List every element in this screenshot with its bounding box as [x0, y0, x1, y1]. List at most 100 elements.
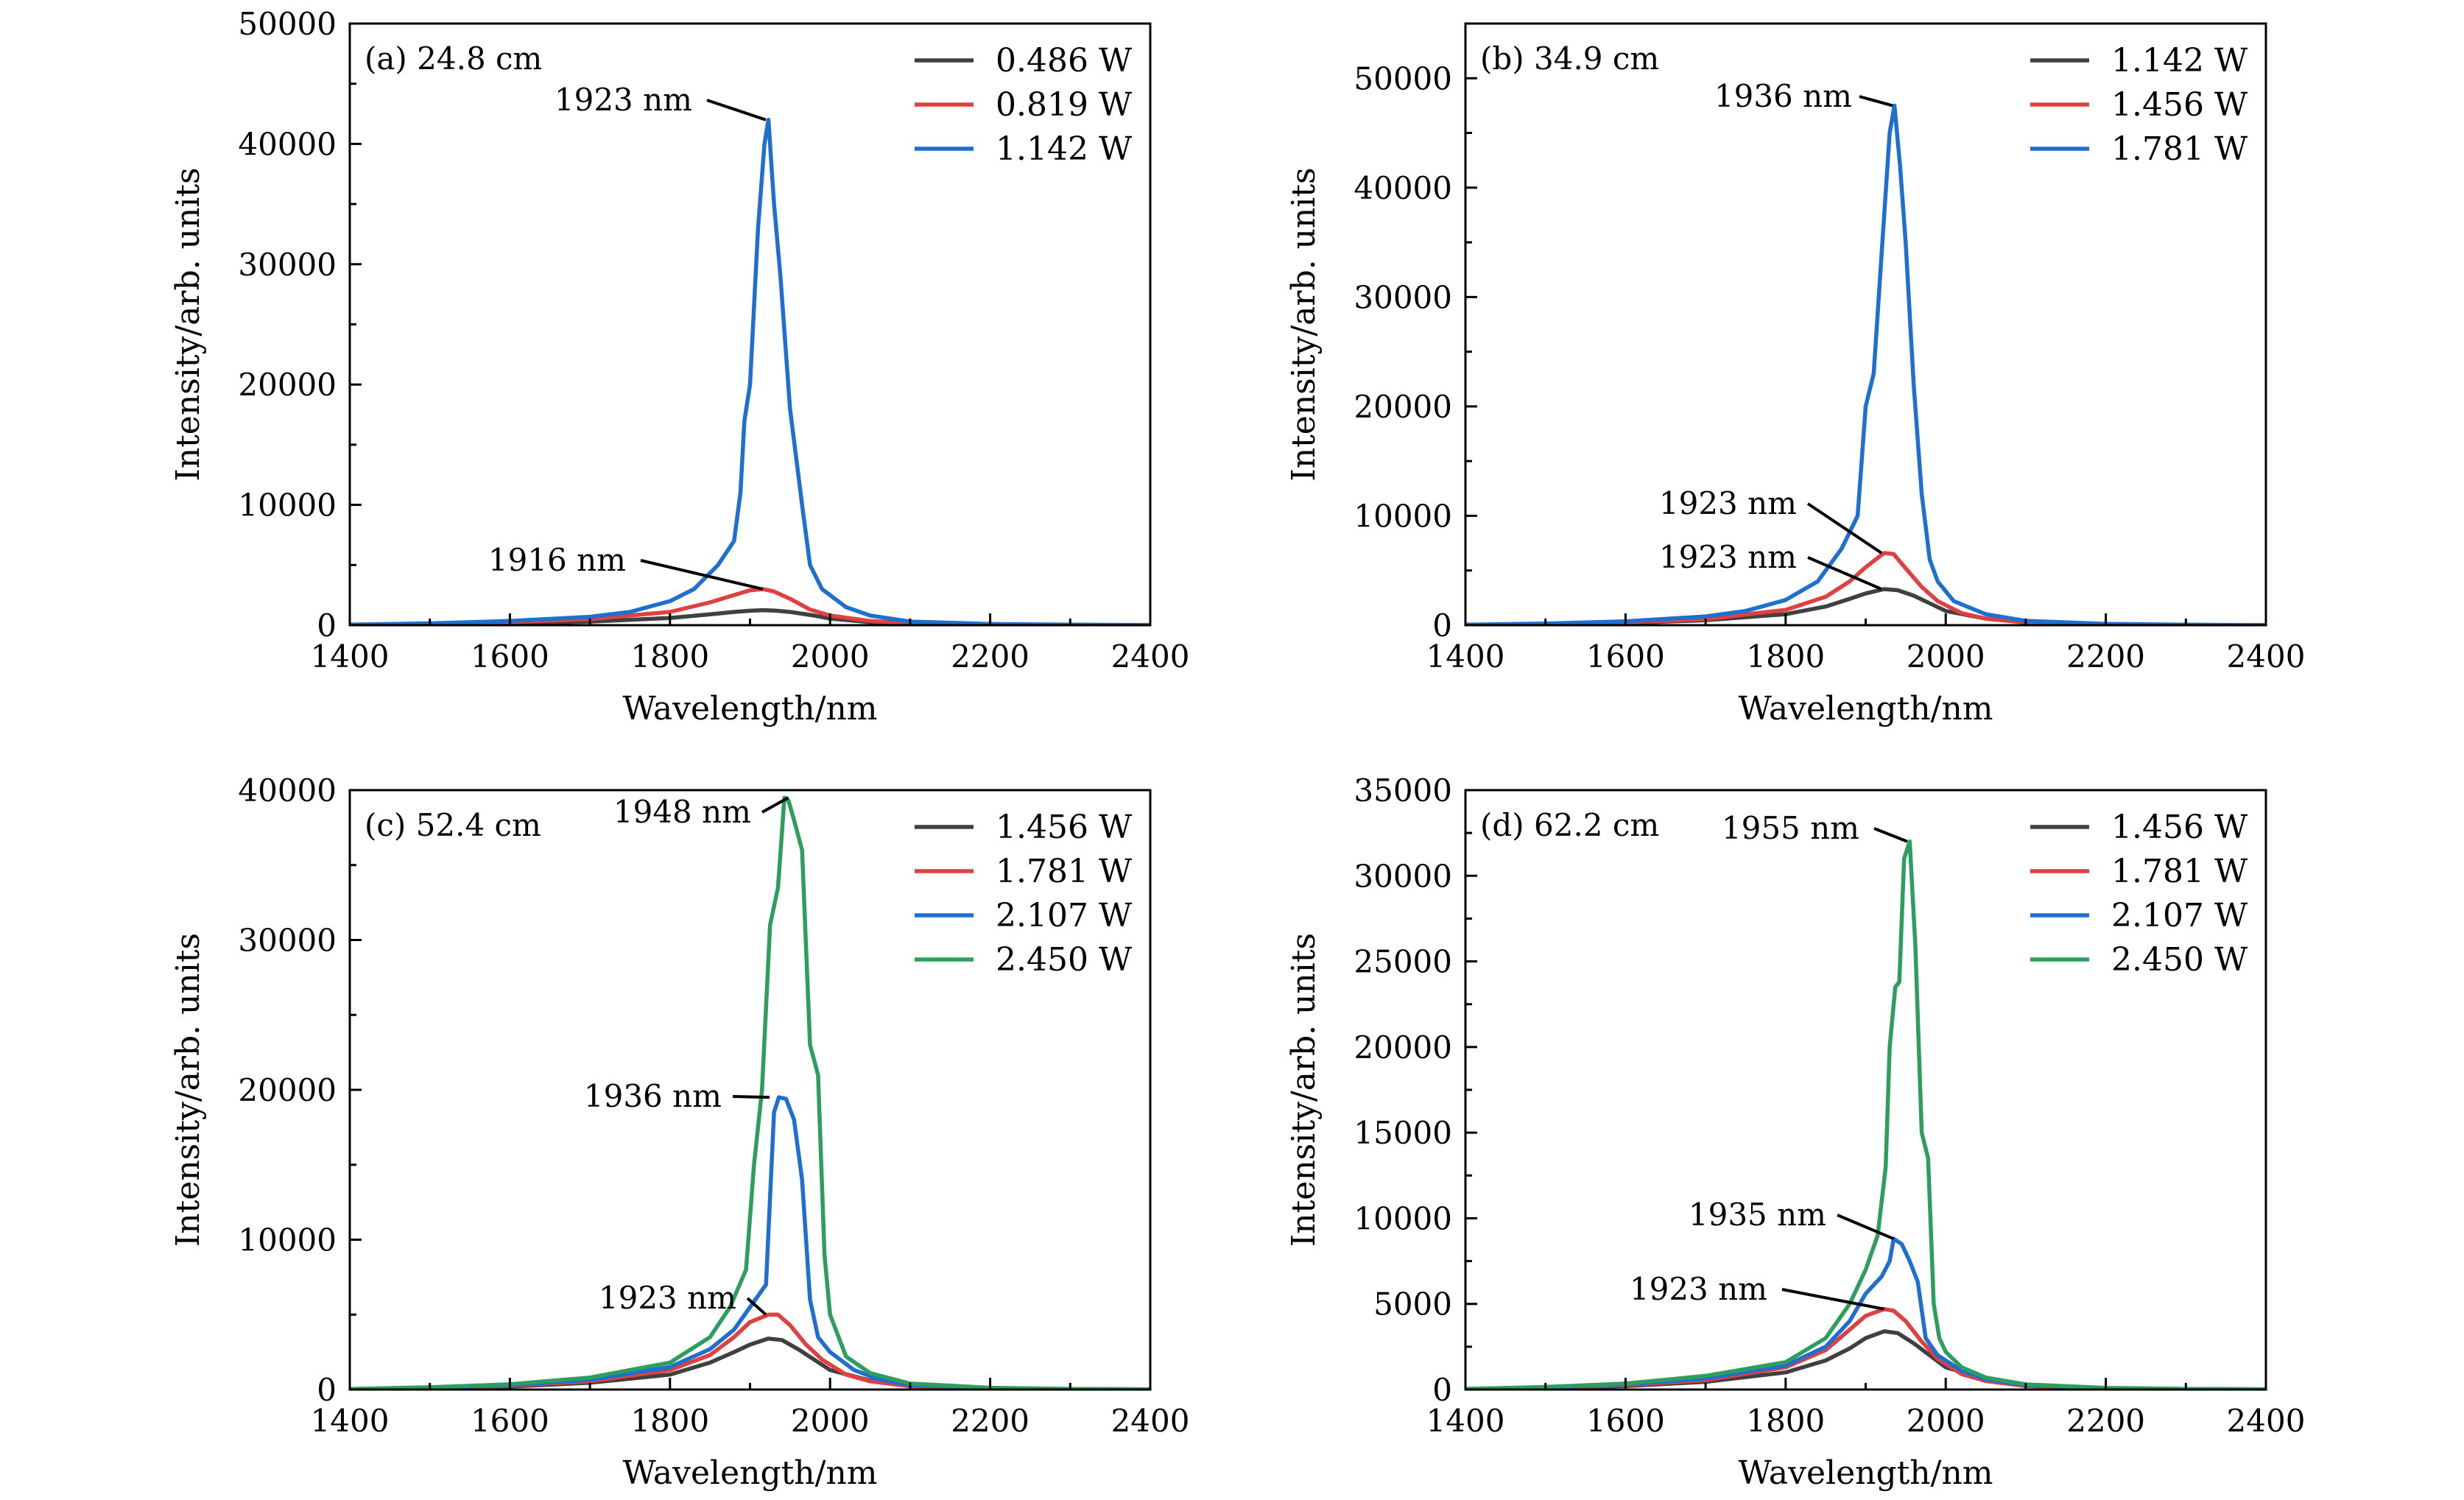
y-tick-label: 30000	[1354, 858, 1452, 894]
y-axis-title: Intensity/arb. units	[169, 167, 207, 481]
y-tick-label: 50000	[238, 6, 337, 42]
legend-label: 1.781 W	[2111, 853, 2248, 890]
annotation-leader	[1873, 827, 1908, 843]
annotation-leader	[1806, 502, 1883, 554]
y-tick-label: 10000	[1354, 1200, 1452, 1236]
x-tick-label: 2200	[951, 1403, 1029, 1439]
y-tick-label: 40000	[238, 772, 337, 809]
series-line-4	[1465, 839, 2266, 1390]
peak-annotation: 1936 nm	[1714, 78, 1852, 114]
x-axis-title: Wavelength/nm	[1738, 690, 1993, 728]
y-tick-label: 0	[317, 1372, 337, 1408]
peak-annotation: 1923 nm	[555, 82, 692, 118]
series-line-3	[350, 1095, 1150, 1390]
series-line-1	[350, 1337, 1150, 1390]
y-axis-title: Intensity/arb. units	[169, 933, 207, 1247]
peak-annotation: 1935 nm	[1689, 1197, 1826, 1233]
annotation-leader	[732, 1095, 770, 1099]
peak-annotation: 1916 nm	[488, 542, 626, 578]
y-axis-title: Intensity/arb. units	[1285, 167, 1323, 481]
x-tick-label: 2000	[1907, 638, 1985, 675]
x-tick-label: 2400	[2227, 638, 2306, 675]
x-tick-label: 2000	[791, 1403, 870, 1439]
x-tick-label: 1800	[630, 1403, 709, 1439]
x-tick-label: 2000	[1907, 1403, 1985, 1439]
peak-annotation: 1923 nm	[1659, 485, 1797, 521]
x-tick-label: 2000	[791, 638, 870, 675]
legend-label: 1.142 W	[996, 130, 1133, 168]
y-tick-label: 25000	[1354, 944, 1452, 980]
x-tick-label: 1600	[471, 1403, 549, 1439]
peak-annotation: 1923 nm	[1630, 1271, 1767, 1307]
y-tick-label: 10000	[238, 487, 337, 524]
x-tick-label: 1400	[1426, 638, 1505, 675]
peak-annotation: 1955 nm	[1722, 810, 1859, 846]
legend-label: 1.456 W	[996, 809, 1133, 846]
y-axis-title: Intensity/arb. units	[1285, 933, 1323, 1247]
x-tick-label: 1400	[311, 1403, 390, 1439]
x-tick-label: 1800	[1746, 1403, 1825, 1439]
peak-annotation: 1936 nm	[584, 1078, 722, 1114]
legend-label: 1.456 W	[2111, 809, 2248, 846]
series-line-2	[350, 1312, 1150, 1390]
x-tick-label: 1800	[630, 638, 709, 675]
y-tick-label: 10000	[1354, 498, 1452, 534]
series-line-1	[1465, 1329, 2266, 1390]
panel-label: (d) 62.2 cm	[1480, 807, 1659, 843]
annotation-leader	[706, 99, 767, 122]
y-tick-label: 0	[1432, 1372, 1452, 1408]
annotation-leader	[761, 796, 789, 814]
y-tick-label: 0	[1432, 608, 1452, 644]
y-tick-label: 30000	[238, 923, 337, 959]
legend-label: 2.450 W	[2111, 941, 2248, 979]
x-tick-label: 1400	[1426, 1403, 1505, 1439]
annotation-leader	[1837, 1214, 1895, 1241]
panel-label: (a) 24.8 cm	[365, 41, 542, 77]
series-line-3	[1465, 103, 2266, 625]
chart-panel-2: 1400 1600 1800 2000 2200 2400 0 10000 20000 30000…	[1285, 22, 2306, 728]
x-tick-label: 1800	[1746, 638, 1825, 675]
x-tick-label: 1400	[311, 638, 390, 675]
peak-annotation: 1923 nm	[599, 1280, 736, 1316]
peak-annotation: 1923 nm	[1659, 539, 1797, 575]
y-tick-label: 20000	[1354, 389, 1452, 425]
legend: 1.456 W 1.781 W 2.107 W 2.450 W	[915, 809, 1133, 979]
annotation-leader	[1781, 1288, 1884, 1311]
y-tick-label: 35000	[1354, 772, 1452, 809]
series-line-2	[1465, 1306, 2266, 1390]
y-tick-label: 15000	[1354, 1115, 1452, 1151]
panel-label: (b) 34.9 cm	[1480, 41, 1659, 77]
y-tick-label: 10000	[238, 1222, 337, 1258]
x-tick-label: 2200	[951, 638, 1029, 675]
x-tick-label: 1600	[1586, 638, 1665, 675]
legend-label: 2.107 W	[996, 897, 1133, 934]
y-tick-label: 20000	[238, 367, 337, 403]
x-tick-label: 1600	[1586, 1403, 1665, 1439]
legend-label: 2.107 W	[2111, 897, 2248, 934]
chart-panel-3: 1400 1600 1800 2000 2200 2400 0 10000 20000 30000…	[169, 772, 1189, 1492]
annotation-leader	[746, 1297, 767, 1316]
x-tick-label: 2400	[1111, 1403, 1190, 1439]
legend-label: 0.819 W	[996, 86, 1133, 124]
legend-label: 0.486 W	[996, 42, 1133, 80]
legend: 1.456 W 1.781 W 2.107 W 2.450 W	[2030, 809, 2248, 979]
peak-annotation: 1948 nm	[613, 794, 751, 830]
legend: 1.142 W 1.456 W 1.781 W	[2030, 42, 2248, 168]
x-tick-label: 2400	[2227, 1403, 2306, 1439]
annotation-leader	[1859, 95, 1893, 108]
series-line-3	[350, 117, 1150, 625]
x-tick-label: 2400	[1111, 638, 1190, 675]
annotation-leader	[640, 559, 764, 591]
x-axis-title: Wavelength/nm	[1738, 1454, 1993, 1492]
panel-label: (c) 52.4 cm	[365, 807, 541, 843]
y-tick-label: 50000	[1354, 60, 1452, 96]
legend-label: 1.781 W	[2111, 130, 2248, 168]
series-group	[350, 117, 1150, 625]
chart-panel-4: 1400 1600 1800 2000 2200 2400 0 5000 10000 15000 2…	[1285, 772, 2305, 1492]
series-line-2	[1465, 551, 2266, 625]
x-tick-label: 1600	[471, 638, 549, 675]
x-axis-title: Wavelength/nm	[622, 1454, 877, 1492]
legend-label: 1.456 W	[2111, 86, 2248, 124]
y-tick-label: 30000	[238, 247, 337, 283]
